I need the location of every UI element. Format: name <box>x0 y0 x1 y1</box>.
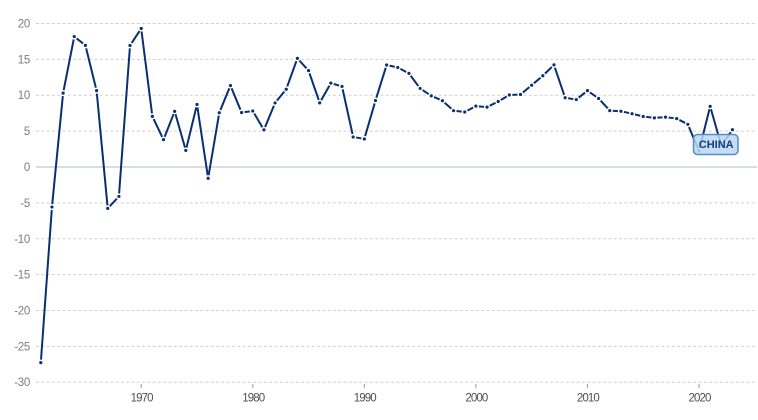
svg-text:0: 0 <box>24 162 30 174</box>
svg-text:2020: 2020 <box>688 393 710 405</box>
svg-text:CHINA: CHINA <box>699 139 734 151</box>
svg-text:1980: 1980 <box>242 393 264 405</box>
svg-text:1970: 1970 <box>131 393 153 405</box>
svg-text:20: 20 <box>18 19 30 31</box>
svg-text:2010: 2010 <box>577 393 599 405</box>
svg-text:-30: -30 <box>14 377 30 389</box>
svg-text:10: 10 <box>18 90 30 102</box>
svg-text:5: 5 <box>24 126 30 138</box>
svg-text:-15: -15 <box>14 270 30 282</box>
svg-text:-25: -25 <box>14 341 30 353</box>
svg-text:-5: -5 <box>20 198 30 210</box>
svg-text:1990: 1990 <box>354 393 376 405</box>
svg-text:2000: 2000 <box>465 393 487 405</box>
svg-text:15: 15 <box>18 54 30 66</box>
svg-text:-20: -20 <box>14 306 30 318</box>
svg-text:-10: -10 <box>14 234 30 246</box>
